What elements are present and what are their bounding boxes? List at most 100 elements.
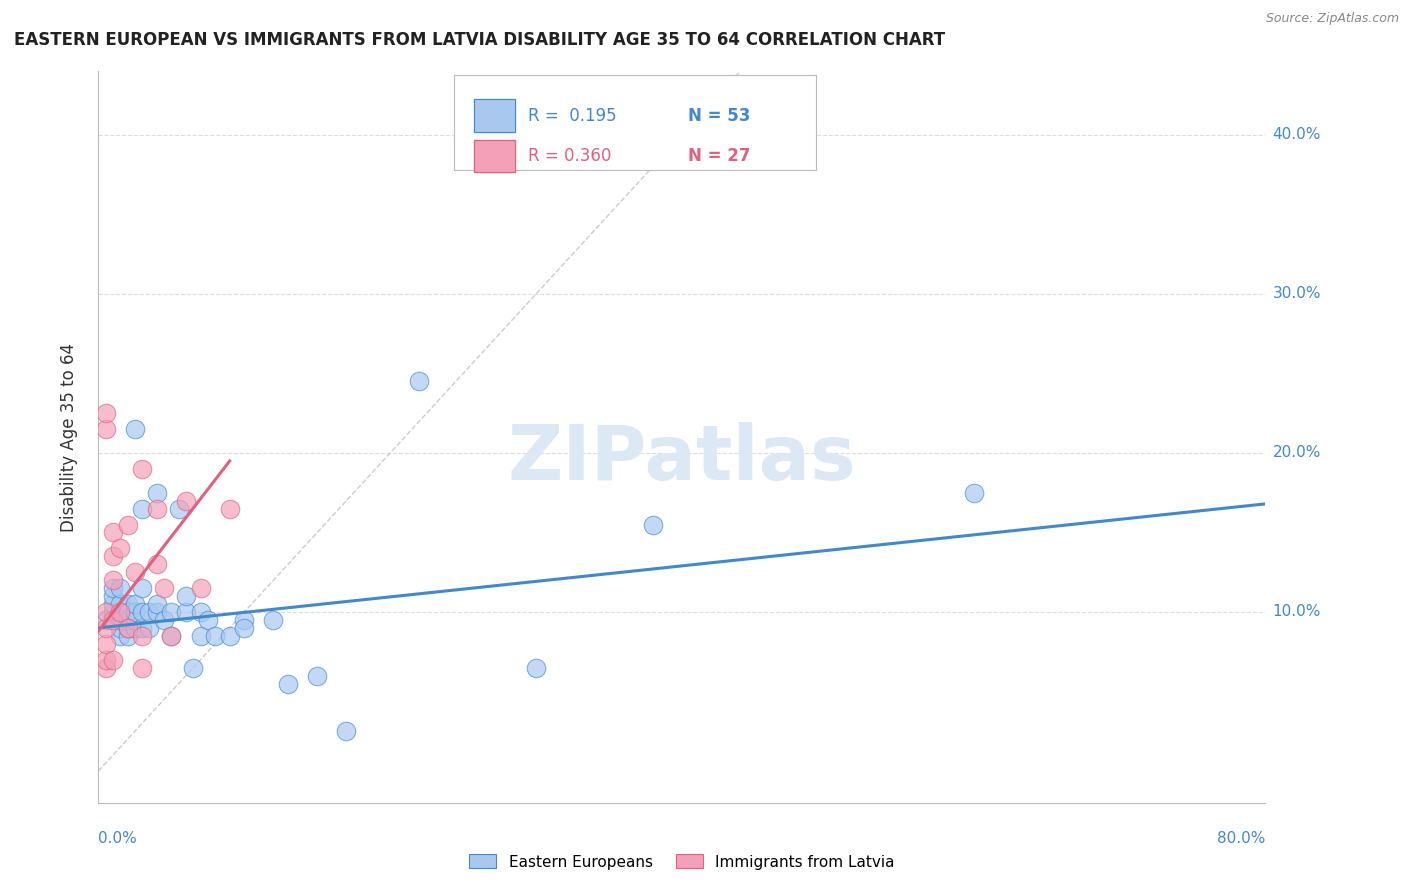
Point — [153, 581, 176, 595]
Point — [190, 605, 212, 619]
Point — [124, 621, 146, 635]
Point — [101, 589, 124, 603]
Text: Source: ZipAtlas.com: Source: ZipAtlas.com — [1265, 12, 1399, 25]
Point — [94, 660, 117, 674]
Point — [124, 613, 146, 627]
Point — [197, 613, 219, 627]
Point — [218, 629, 240, 643]
Point — [117, 597, 139, 611]
Point — [641, 517, 664, 532]
Text: EASTERN EUROPEAN VS IMMIGRANTS FROM LATVIA DISABILITY AGE 35 TO 64 CORRELATION C: EASTERN EUROPEAN VS IMMIGRANTS FROM LATV… — [14, 31, 945, 49]
Bar — [474, 99, 515, 132]
Point — [138, 605, 160, 619]
Point — [101, 605, 124, 619]
Point — [117, 613, 139, 627]
Point — [138, 621, 160, 635]
Point — [124, 597, 146, 611]
Point — [181, 660, 204, 674]
Point — [146, 597, 169, 611]
Point — [101, 573, 124, 587]
Text: 30.0%: 30.0% — [1272, 286, 1320, 301]
Point — [160, 629, 183, 643]
Point — [94, 605, 117, 619]
Point — [190, 581, 212, 595]
Point — [94, 406, 117, 420]
Point — [146, 605, 169, 619]
Text: 20.0%: 20.0% — [1272, 445, 1320, 460]
Point — [131, 501, 153, 516]
Point — [131, 462, 153, 476]
Point — [101, 525, 124, 540]
Text: 80.0%: 80.0% — [1218, 831, 1265, 846]
Point — [110, 629, 132, 643]
Point — [962, 485, 984, 500]
Point — [146, 501, 169, 516]
Point — [233, 621, 256, 635]
Point — [124, 605, 146, 619]
Point — [101, 597, 124, 611]
Point — [190, 629, 212, 643]
Point — [101, 549, 124, 564]
Point — [233, 613, 256, 627]
Legend: Eastern Europeans, Immigrants from Latvia: Eastern Europeans, Immigrants from Latvi… — [463, 848, 901, 876]
Point — [131, 581, 153, 595]
Point — [110, 541, 132, 556]
Point — [307, 668, 329, 682]
Point — [101, 613, 124, 627]
FancyBboxPatch shape — [454, 75, 815, 170]
Point — [94, 621, 117, 635]
Bar — [474, 140, 515, 172]
Text: 10.0%: 10.0% — [1272, 605, 1320, 619]
Point — [146, 485, 169, 500]
Point — [131, 660, 153, 674]
Point — [94, 653, 117, 667]
Text: R =  0.195: R = 0.195 — [527, 106, 616, 125]
Point — [160, 629, 183, 643]
Point — [408, 375, 430, 389]
Point — [524, 660, 547, 674]
Point — [335, 724, 357, 739]
Point — [277, 676, 299, 690]
Point — [110, 621, 132, 635]
Text: N = 27: N = 27 — [688, 147, 751, 165]
Point — [124, 422, 146, 436]
Point — [94, 613, 117, 627]
Point — [174, 605, 197, 619]
Point — [110, 613, 132, 627]
Point — [174, 589, 197, 603]
Point — [117, 605, 139, 619]
Point — [174, 493, 197, 508]
Text: N = 53: N = 53 — [688, 106, 751, 125]
Point — [117, 621, 139, 635]
Point — [110, 605, 132, 619]
Point — [167, 501, 190, 516]
Point — [204, 629, 226, 643]
Point — [117, 629, 139, 643]
Point — [117, 517, 139, 532]
Point — [131, 629, 153, 643]
Point — [131, 621, 153, 635]
Text: 0.0%: 0.0% — [98, 831, 138, 846]
Point — [94, 637, 117, 651]
Point — [153, 613, 176, 627]
Text: R = 0.360: R = 0.360 — [527, 147, 612, 165]
Point — [101, 653, 124, 667]
Point — [124, 566, 146, 580]
Point — [160, 605, 183, 619]
Point — [131, 605, 153, 619]
Point — [110, 597, 132, 611]
Bar — [474, 99, 515, 132]
Point — [218, 501, 240, 516]
Point — [101, 581, 124, 595]
Bar — [474, 140, 515, 172]
Y-axis label: Disability Age 35 to 64: Disability Age 35 to 64 — [59, 343, 77, 532]
Point — [110, 581, 132, 595]
Point — [117, 605, 139, 619]
Text: ZIPatlas: ZIPatlas — [508, 422, 856, 496]
Point — [262, 613, 284, 627]
Text: 40.0%: 40.0% — [1272, 128, 1320, 143]
Point — [94, 422, 117, 436]
Point — [110, 605, 132, 619]
Point — [146, 558, 169, 572]
Point — [117, 621, 139, 635]
